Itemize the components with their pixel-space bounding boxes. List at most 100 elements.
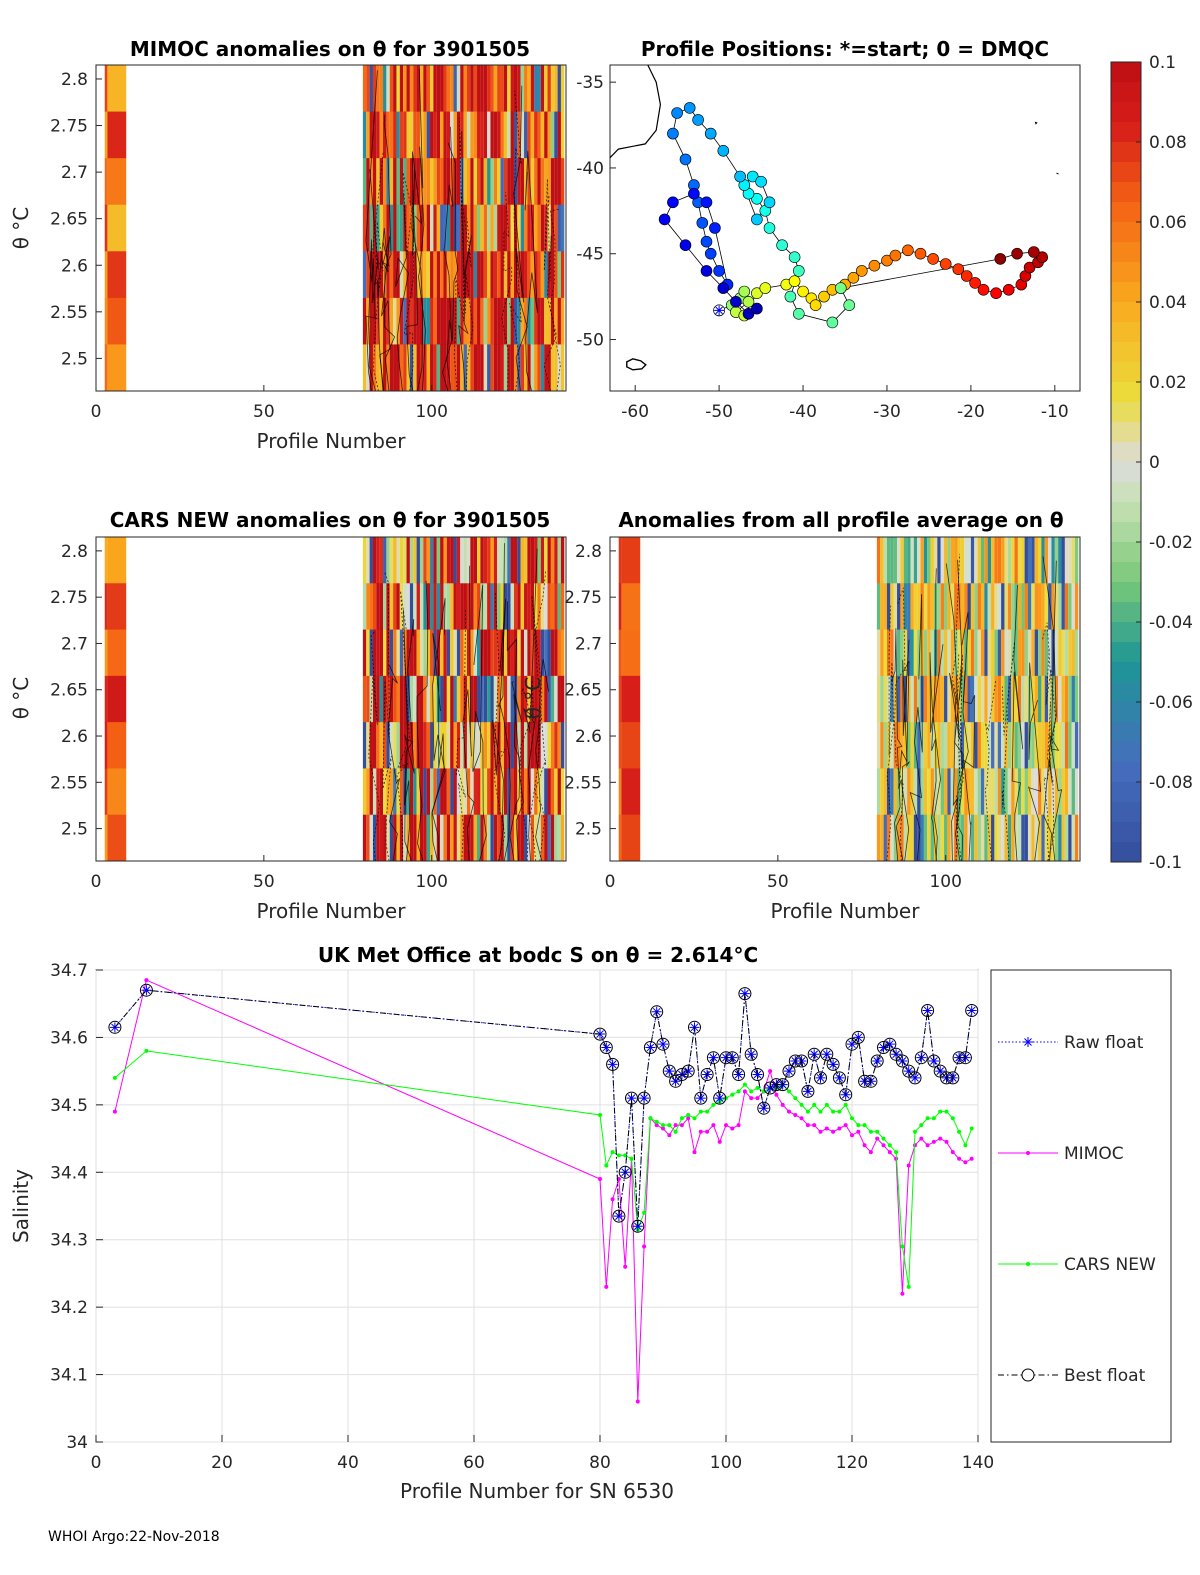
heatmap-cell [460, 344, 464, 392]
heatmap-cell [947, 675, 951, 723]
heatmap-cell [460, 537, 464, 584]
heatmap-cell [426, 297, 431, 345]
heatmap-cell [426, 158, 431, 206]
heatmap-cell [910, 768, 914, 816]
x-tick-label: 120 [836, 1453, 868, 1473]
heatmap-cell [470, 158, 474, 206]
positions-map-panel: Profile Positions: *=start; 0 = DMQC -60… [576, 37, 1081, 422]
heatmap-cell [1001, 537, 1005, 584]
profile-position-marker [696, 217, 709, 229]
heatmap-cell [984, 814, 988, 862]
heatmap-cell [987, 537, 992, 584]
heatmap-cell [416, 297, 420, 345]
heatmap-cell [987, 814, 992, 862]
heatmap-cell [460, 814, 464, 862]
heatmap-cell [379, 629, 384, 677]
heatmap-cell [399, 629, 404, 677]
profile-position-marker [1023, 261, 1036, 274]
heatmap-cell [618, 722, 622, 769]
heatmap-cell [406, 65, 410, 113]
heatmap-cell [413, 297, 417, 345]
heatmap-cell [483, 768, 488, 816]
heatmap-cell [520, 722, 525, 769]
heatmap-cell [510, 204, 514, 252]
heatmap-cell [379, 722, 384, 769]
heatmap-cell [403, 344, 407, 392]
heatmap-cell [383, 344, 387, 392]
heatmap-cell [940, 768, 945, 816]
heatmap-cell [621, 629, 641, 677]
data-point [711, 1102, 716, 1107]
heatmap-cell [507, 204, 511, 252]
heatmap-cell [903, 814, 908, 862]
data-point [769, 1078, 783, 1092]
heatmap-cell [524, 204, 528, 252]
heatmap-cell [480, 158, 484, 206]
heatmap-cell [450, 675, 454, 723]
data-point [705, 1129, 710, 1134]
heatmap-cell [621, 583, 641, 631]
heatmap-cell [393, 629, 397, 677]
profile-position-marker [713, 265, 725, 277]
heatmap-cell [557, 65, 561, 113]
heatmap-cell [937, 722, 941, 769]
contour-line [492, 598, 507, 862]
heatmap-cell [466, 111, 471, 159]
heatmap-cell [540, 537, 545, 584]
heatmap-cell [1074, 583, 1079, 631]
heatmap-cell [399, 537, 404, 584]
heatmap-cell [477, 297, 481, 345]
heatmap-cell [947, 583, 951, 631]
heatmap-cell [453, 537, 457, 584]
heatmap-cell [403, 675, 407, 723]
data-point [725, 1051, 739, 1065]
heatmap-cell [480, 814, 484, 862]
data-point [752, 1069, 763, 1080]
heatmap-cell [550, 814, 555, 862]
heatmap-cell [960, 675, 965, 723]
heatmap-cell [534, 344, 538, 392]
heatmap-cell [897, 583, 901, 631]
heatmap-cell [980, 583, 985, 631]
heatmap-cell [537, 537, 541, 584]
heatmap-cell [960, 629, 965, 677]
heatmap-cell [456, 297, 461, 345]
heatmap-cell [991, 537, 995, 584]
data-point [787, 1109, 791, 1114]
heatmap-cell [923, 768, 928, 816]
heatmap-cell [376, 722, 380, 769]
heatmap-cell [497, 537, 501, 584]
data-point [780, 1102, 785, 1107]
heatmap-cell [419, 583, 424, 631]
heatmap-cell [907, 629, 911, 677]
heatmap-cell [544, 344, 548, 392]
heatmap-cell [389, 768, 394, 816]
profile-position-marker [704, 247, 717, 260]
heatmap-cell [991, 629, 995, 677]
data-point [662, 1064, 676, 1078]
data-point [963, 1143, 968, 1148]
heatmap-cell [409, 344, 414, 392]
heatmap-cell [497, 111, 501, 159]
heatmap-cell [547, 297, 551, 345]
heatmap-cell [453, 814, 457, 862]
colorbar-segment [1111, 562, 1141, 583]
profile-position-marker [788, 251, 801, 264]
data-point [694, 1091, 708, 1105]
heatmap-cell [524, 768, 528, 816]
data-point [913, 1129, 917, 1134]
heatmap-cell [470, 722, 474, 769]
profile-position-marker [927, 253, 939, 265]
salinity-grid [95, 969, 979, 1443]
data-point [639, 1093, 650, 1104]
x-tick-label: 0 [91, 1453, 102, 1473]
heatmap-cell [1041, 722, 1045, 769]
heatmap-cell [487, 158, 491, 206]
data-point [749, 1089, 754, 1094]
heatmap-cell [991, 768, 995, 816]
lon-tick-label: -60 [621, 402, 649, 422]
heatmap-cell [940, 629, 945, 677]
heatmap-cell [409, 65, 414, 113]
data-point [757, 1101, 771, 1115]
heatmap-cell [1051, 814, 1055, 862]
